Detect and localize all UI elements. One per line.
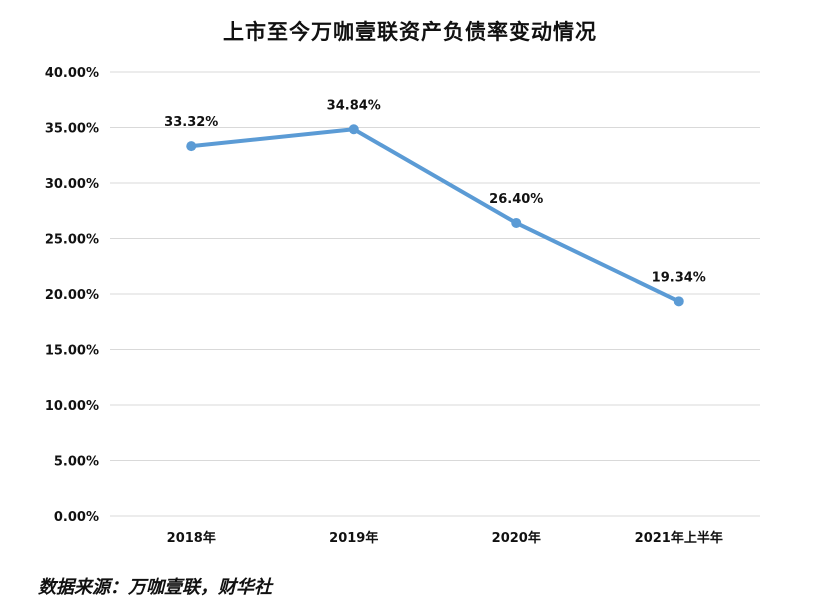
data-point xyxy=(186,141,197,152)
x-tick-label: 2021年上半年 xyxy=(635,530,723,546)
y-tick-label: 35.00% xyxy=(45,122,99,137)
y-tick-label: 25.00% xyxy=(45,233,99,248)
y-tick-label: 0.00% xyxy=(54,510,99,525)
y-tick-label: 10.00% xyxy=(45,399,99,414)
chart-title: 上市至今万咖壹联资产负债率变动情况 xyxy=(223,19,597,44)
data-source-note: 数据来源：万咖壹联，财华社 xyxy=(38,577,272,598)
y-tick-label: 20.00% xyxy=(45,288,99,303)
data-label: 19.34% xyxy=(652,270,706,285)
x-tick-label: 2018年 xyxy=(167,530,216,546)
y-tick-label: 15.00% xyxy=(45,344,99,359)
series-line xyxy=(189,127,681,304)
data-label: 34.84% xyxy=(327,98,381,113)
data-point xyxy=(511,217,522,228)
y-tick-label: 30.00% xyxy=(45,177,99,192)
data-label: 33.32% xyxy=(164,115,218,130)
data-point xyxy=(673,296,684,307)
x-tick-label: 2019年 xyxy=(329,530,378,546)
x-tick-label: 2020年 xyxy=(492,530,541,546)
y-tick-label: 40.00% xyxy=(45,66,99,81)
data-point xyxy=(348,124,359,135)
data-label: 26.40% xyxy=(489,192,543,207)
y-tick-label: 5.00% xyxy=(54,455,99,470)
